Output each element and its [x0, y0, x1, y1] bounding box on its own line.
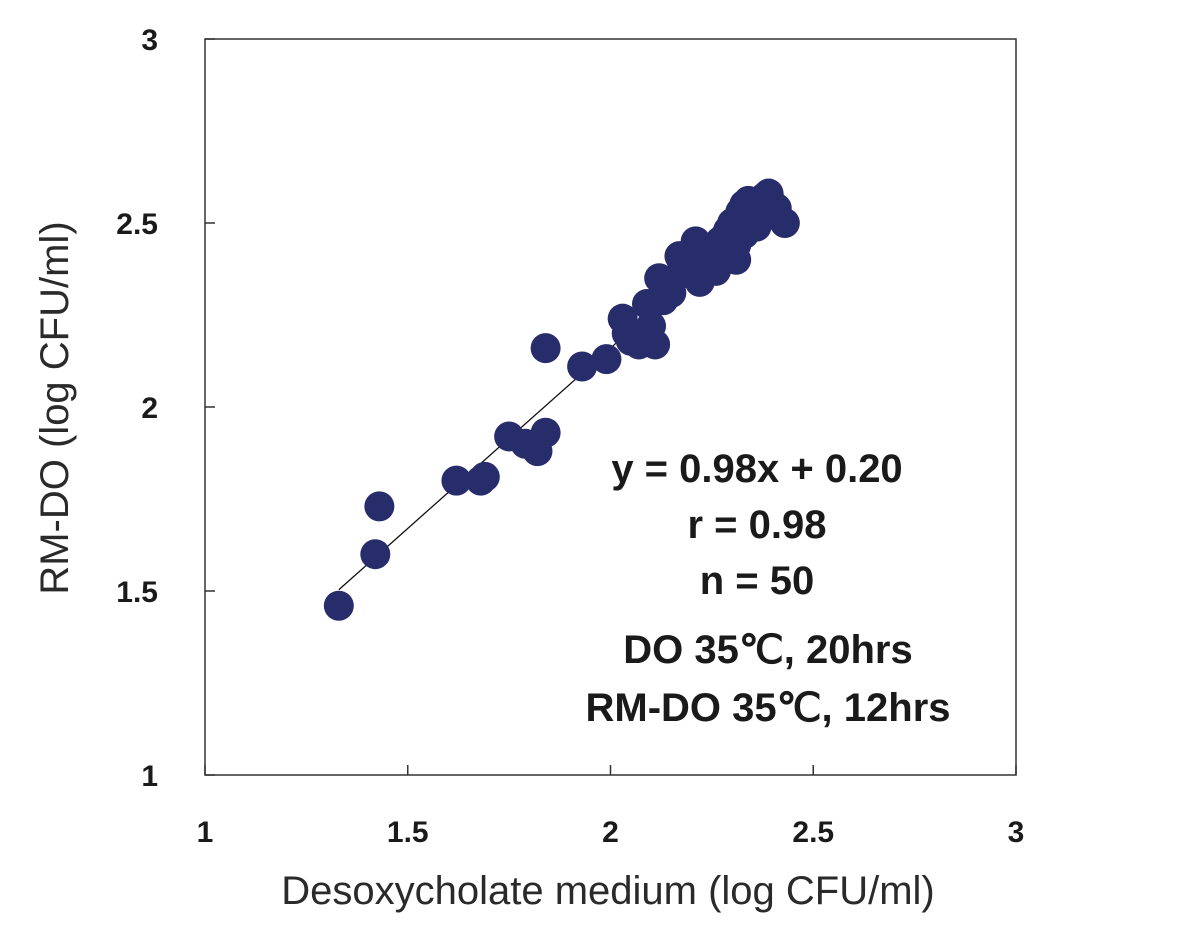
- data-point: [769, 208, 800, 238]
- y-axis-title: RM-DO (log CFU/ml): [33, 221, 77, 594]
- equation-label: y = 0.98x + 0.20: [611, 447, 902, 491]
- y-tick-label: 1.5: [116, 576, 158, 609]
- data-point: [640, 329, 671, 360]
- y-tick-label: 3: [141, 24, 158, 57]
- data-point: [465, 465, 496, 496]
- y-tick-label: 2.5: [116, 208, 158, 241]
- stats-annotation: y = 0.98x + 0.20 r = 0.98 n = 50 DO 35℃, 20…: [585, 447, 950, 730]
- x-tick-label: 1: [197, 816, 214, 849]
- n-label: n = 50: [700, 559, 815, 603]
- x-tick-label: 1.5: [387, 816, 429, 849]
- data-point: [567, 351, 598, 382]
- data-point: [530, 417, 561, 448]
- data-point: [360, 539, 391, 570]
- x-axis-title: Desoxycholate medium (log CFU/ml): [281, 869, 935, 913]
- data-point: [721, 244, 752, 275]
- y-tick-label: 1: [141, 760, 158, 793]
- data-point: [591, 344, 622, 375]
- data-point: [530, 333, 561, 364]
- plot-area: 1 1.5 2 2.5 3 1 1.5 2 2.5 3: [116, 24, 1024, 849]
- y-tick-label: 2: [141, 392, 158, 425]
- x-tick-label: 2: [602, 816, 619, 849]
- rmdo-condition-label: RM-DO 35℃, 12hrs: [585, 686, 950, 730]
- data-point: [441, 465, 472, 496]
- x-tick-label: 3: [1008, 816, 1025, 849]
- do-condition-label: DO 35℃, 20hrs: [623, 628, 913, 672]
- x-tick-label: 2.5: [792, 816, 834, 849]
- data-point: [323, 590, 354, 621]
- data-point: [364, 491, 395, 522]
- r-label: r = 0.98: [687, 503, 826, 547]
